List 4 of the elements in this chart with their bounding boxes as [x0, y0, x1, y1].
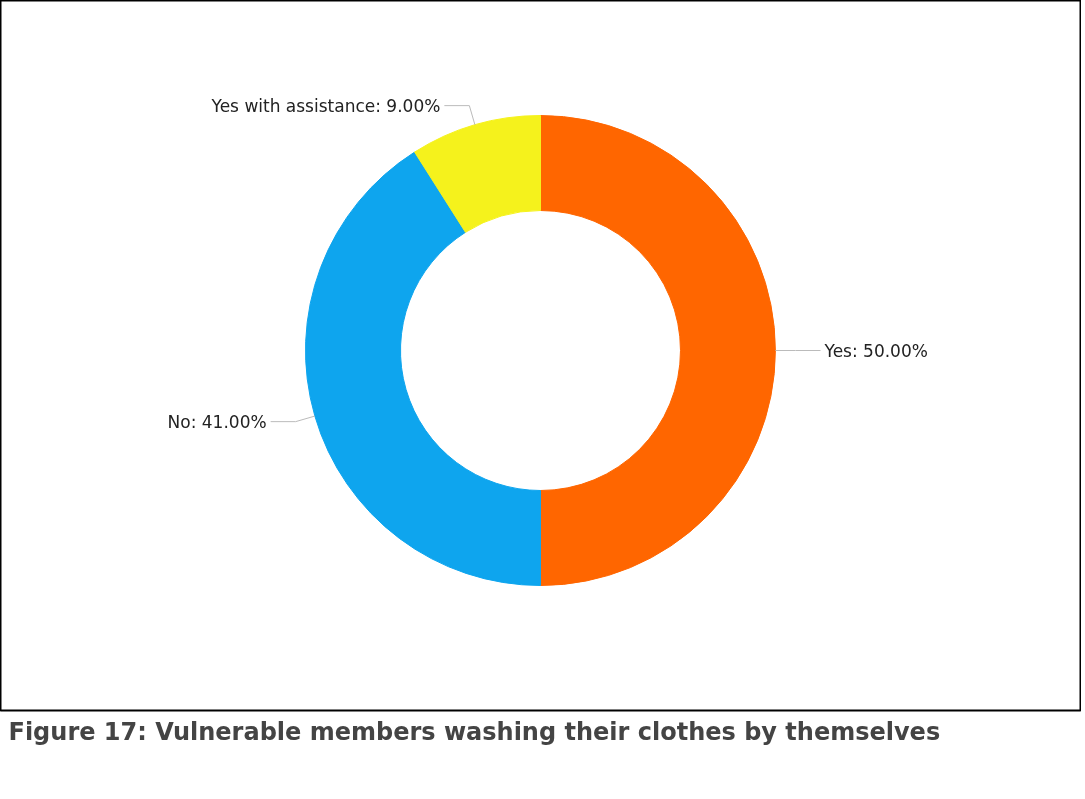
slice-label: Yes with assistance: 9.00% — [210, 95, 441, 116]
slice-label: No: 41.00% — [167, 411, 267, 432]
text: Figure 17: Vulnerable members washing their clothes by themselves — [8, 717, 941, 746]
slice-label: Yes: 50.00% — [823, 340, 928, 361]
